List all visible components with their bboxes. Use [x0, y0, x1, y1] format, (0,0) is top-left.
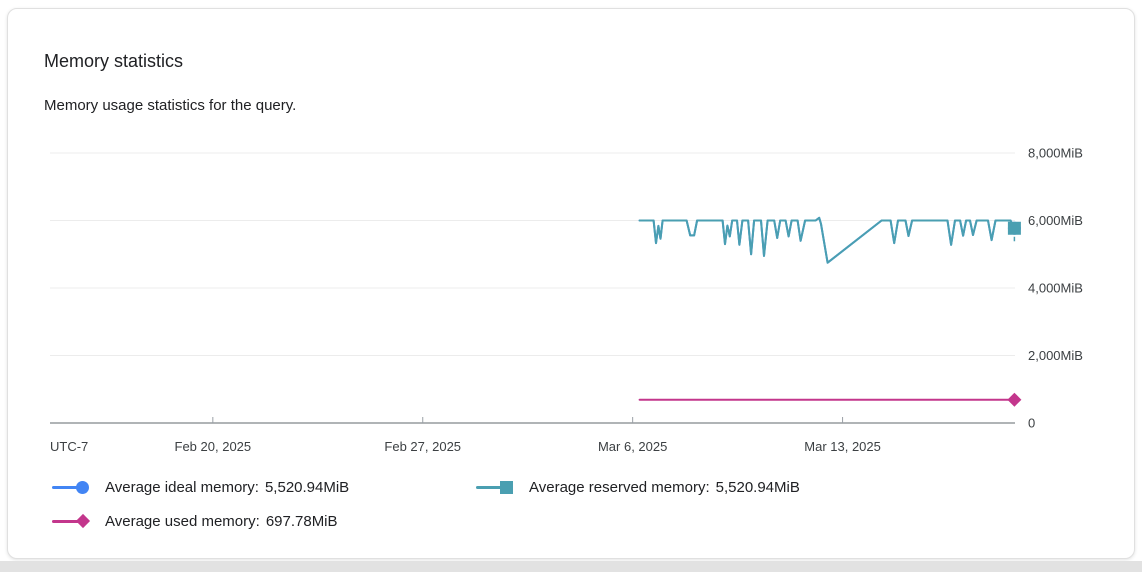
card-title: Memory statistics [44, 51, 184, 71]
series-line-reserved[interactable] [638, 216, 1016, 264]
end-marker-reserved[interactable] [1007, 221, 1021, 235]
card-subtitle: Memory usage statistics for the query. [44, 97, 297, 114]
legend-item-ideal-memory[interactable]: Average ideal memory: 5,520.94MiB [52, 477, 349, 497]
legend-label: Average used memory: 697.78MiB [105, 512, 338, 530]
legend-marker-circle-icon [52, 480, 93, 494]
legend-value: 5,520.94MiB [264, 478, 350, 496]
legend-label: Average ideal memory: 5,520.94MiB [105, 478, 350, 496]
legend-value: 697.78MiB [265, 512, 338, 530]
legend-marker-square-icon [476, 480, 517, 494]
legend-label: Average reserved memory: 5,520.94MiB [529, 478, 800, 496]
page-background-strip [0, 561, 1142, 572]
legend-value: 5,520.94MiB [715, 478, 800, 496]
legend-item-used-memory[interactable]: Average used memory: 697.78MiB [52, 511, 338, 531]
end-marker-used[interactable] [1007, 392, 1022, 407]
legend-item-reserved-memory[interactable]: Average reserved memory: 5,520.94MiB [476, 477, 800, 497]
legend-marker-diamond-icon [52, 513, 93, 529]
plot-area[interactable] [50, 133, 1015, 423]
memory-statistics-card: Memory statistics Memory usage statistic… [7, 8, 1135, 559]
